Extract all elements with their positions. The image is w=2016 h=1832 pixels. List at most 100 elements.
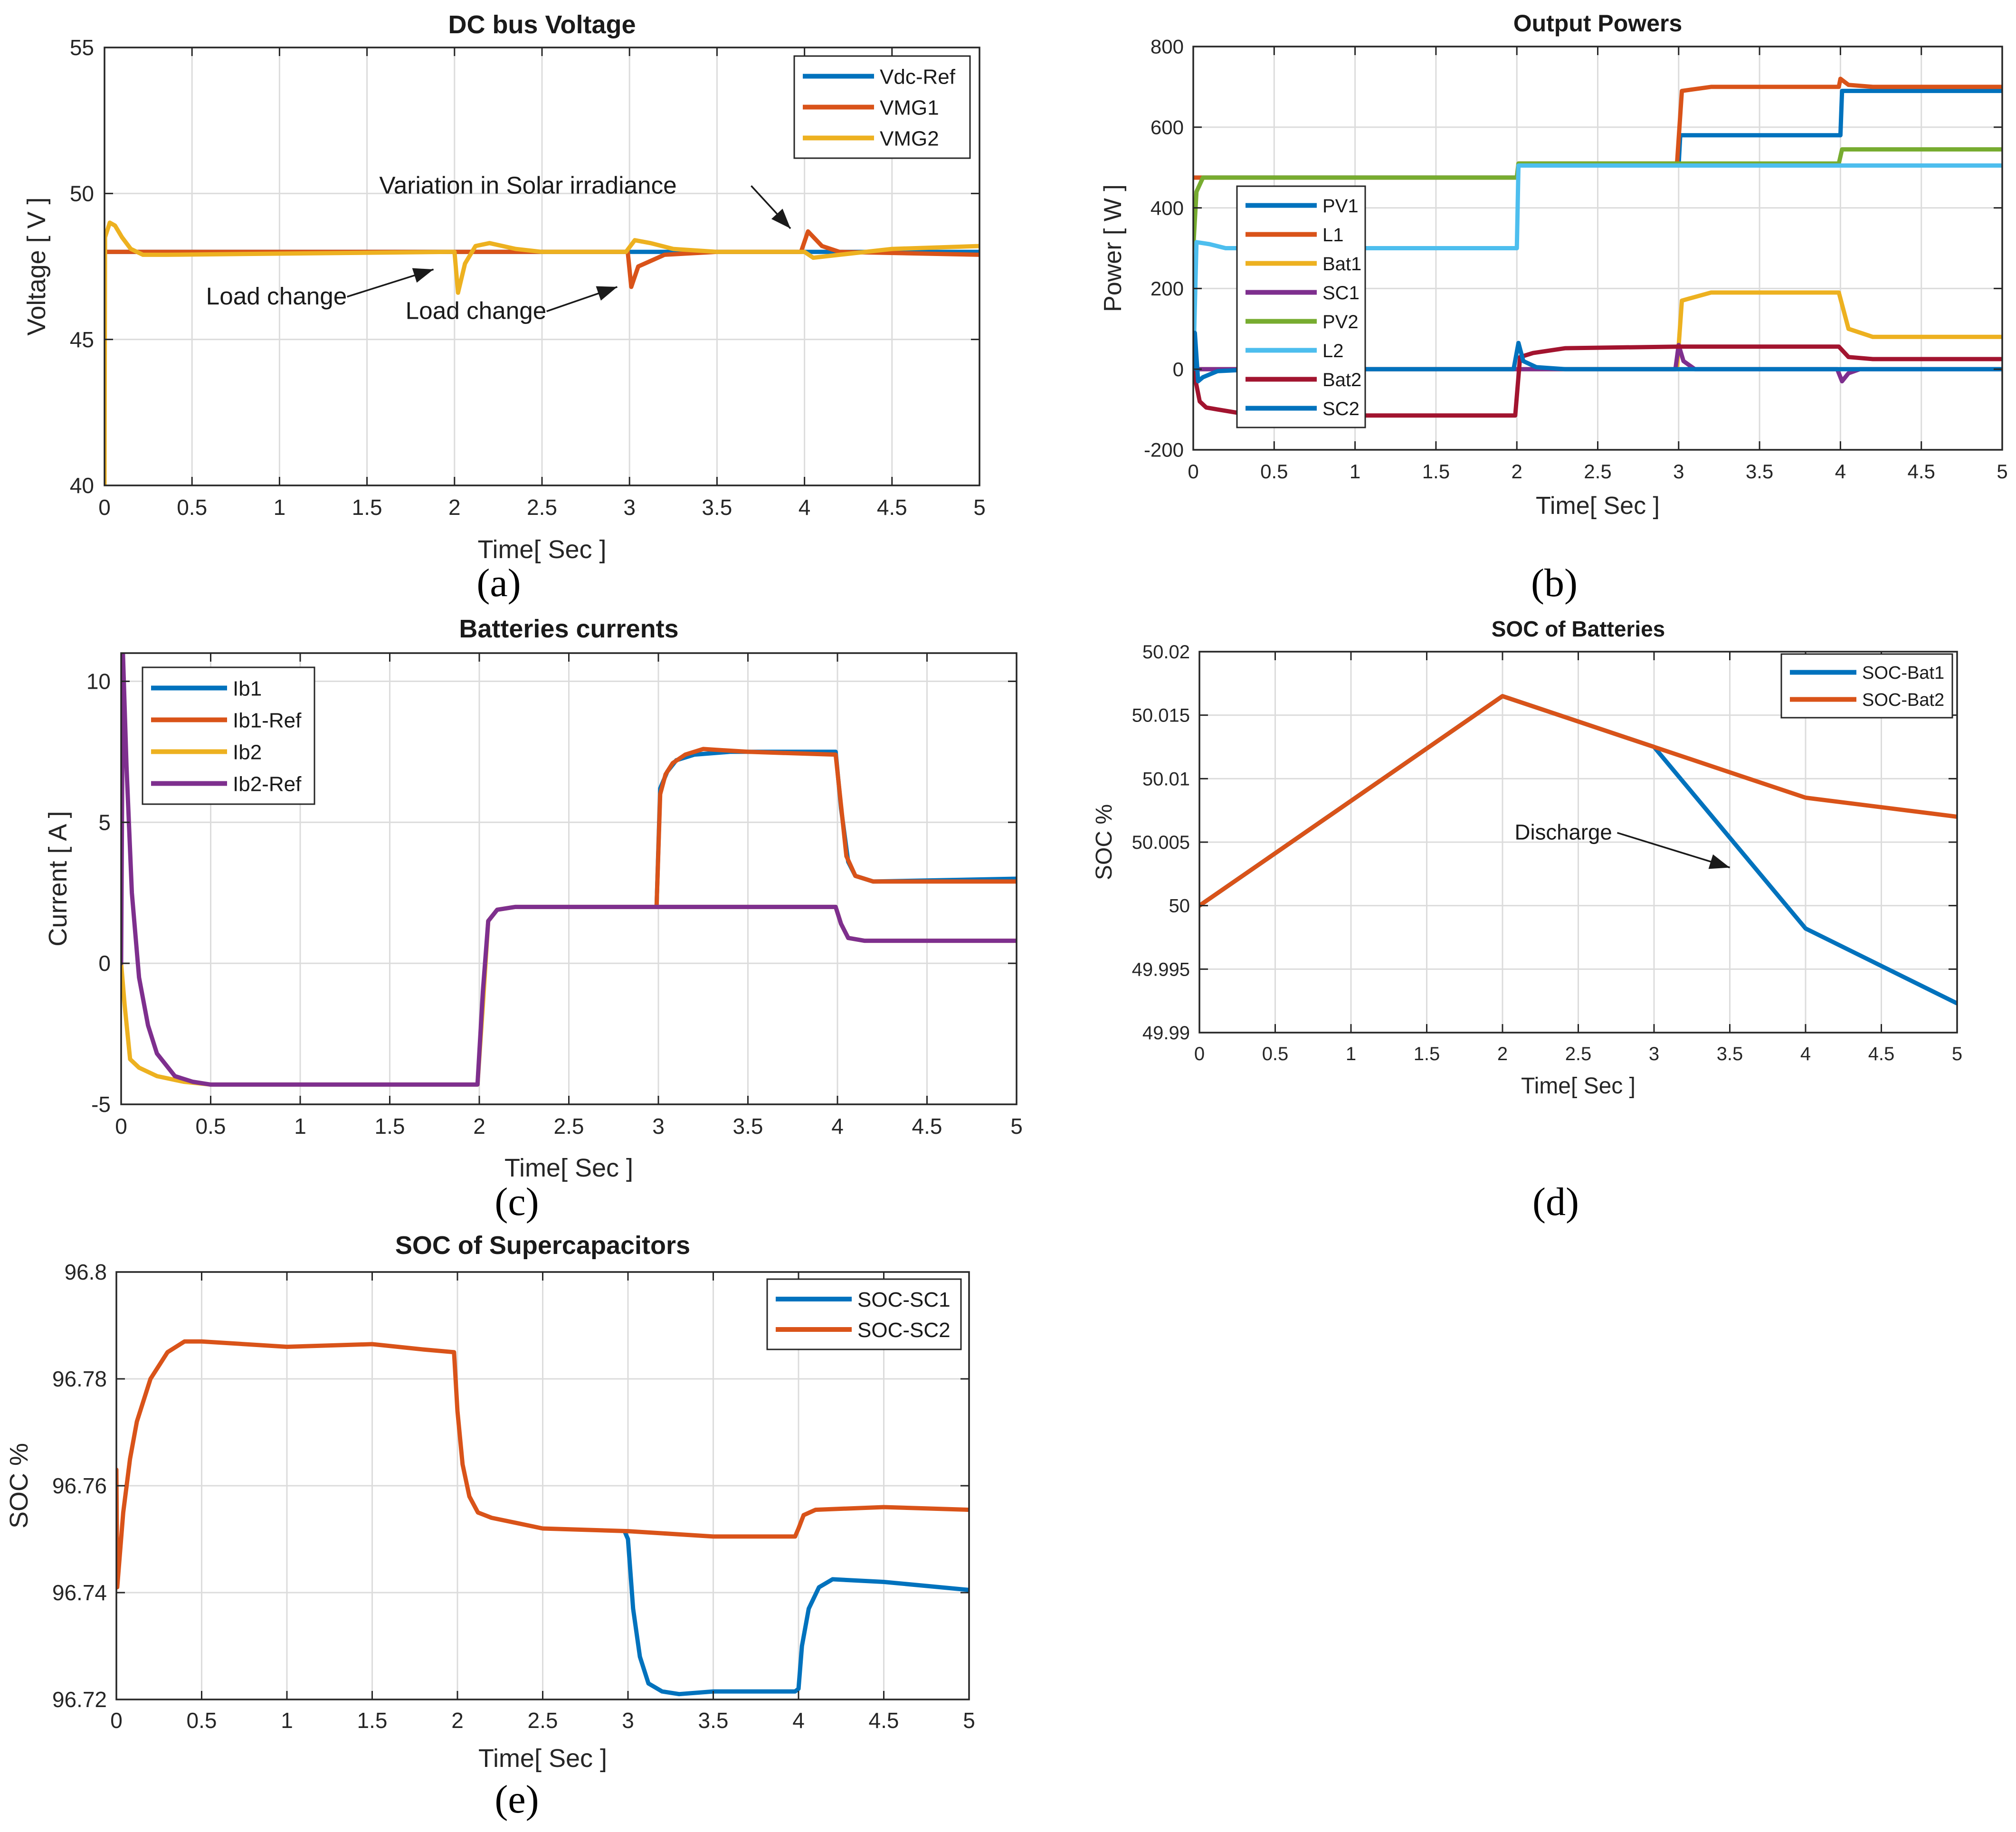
x-tick-label: 3 <box>623 495 636 520</box>
series-line-vmg1 <box>105 229 979 289</box>
x-axis-label: Time[ Sec ] <box>477 535 606 564</box>
legend-label: Vdc-Ref <box>880 65 956 88</box>
chart-title: DC bus Voltage <box>448 10 636 39</box>
legend-label: L2 <box>1322 341 1344 361</box>
legend-label: SC2 <box>1322 399 1360 419</box>
y-tick-label: 50.01 <box>1142 769 1190 789</box>
x-tick-label: 4.5 <box>1908 460 1935 483</box>
y-axis-label: Power [ W ] <box>1099 184 1127 312</box>
x-tick-label: 2 <box>473 1114 485 1139</box>
x-tick-label: 0 <box>98 495 111 520</box>
legend-label: SOC-Bat2 <box>1862 690 1944 710</box>
y-tick-label: 50.02 <box>1142 642 1190 663</box>
x-tick-label: 0 <box>110 1708 123 1733</box>
x-tick-label: 0 <box>1188 460 1198 483</box>
panel-caption: (a) <box>476 561 521 605</box>
legend: Ib1 Ib1-Ref Ib2 Ib2-Ref <box>142 666 315 805</box>
grid <box>1199 652 1957 1033</box>
annotation-arrow-head <box>412 268 434 283</box>
grid <box>105 47 979 485</box>
y-tick-label: 96.78 <box>52 1367 107 1391</box>
annotation-text: Discharge <box>1515 820 1612 845</box>
legend-label: SOC-SC1 <box>857 1288 951 1311</box>
legend-box <box>1780 653 1953 719</box>
y-axis-label: Current [ A ] <box>44 811 72 946</box>
panel-caption: (e) <box>494 1777 539 1822</box>
legend-label: Ib2-Ref <box>233 772 302 796</box>
series-line-soc-sc2 <box>116 1339 969 1590</box>
y-tick-label: 50.015 <box>1132 705 1190 726</box>
y-tick-label: 10 <box>86 669 111 693</box>
x-tick-label: 5 <box>1952 1044 1962 1064</box>
x-tick-label: 3 <box>622 1708 634 1733</box>
legend-label: SOC-SC2 <box>857 1319 951 1342</box>
x-tick-label: 4 <box>831 1114 844 1139</box>
x-tick-label: 2.5 <box>1565 1044 1592 1064</box>
panel-caption: (c) <box>494 1180 539 1224</box>
y-tick-label: 50 <box>1169 896 1190 917</box>
y-axis-label: SOC % <box>5 1443 33 1528</box>
x-tick-label: 2 <box>448 495 461 520</box>
legend-label: Bat2 <box>1322 370 1361 390</box>
y-tick-label: 49.99 <box>1142 1023 1190 1044</box>
y-tick-label: 0 <box>1173 358 1184 380</box>
y-tick-label: 96.8 <box>64 1260 107 1284</box>
y-tick-label: 600 <box>1151 116 1184 139</box>
x-axis-label: Time[ Sec ] <box>504 1154 633 1182</box>
y-tick-label: 5 <box>98 810 111 835</box>
legend-label: PV2 <box>1322 312 1359 332</box>
x-tick-label: 2.5 <box>554 1114 584 1139</box>
chart-title: SOC of Supercapacitors <box>395 1231 690 1260</box>
x-axis-label: Time[ Sec ] <box>1521 1073 1636 1099</box>
x-tick-label: 3.5 <box>1717 1044 1743 1064</box>
y-tick-label: 50.005 <box>1132 832 1190 853</box>
x-tick-label: 0.5 <box>1262 1044 1289 1064</box>
legend: SOC-SC1 SOC-SC2 <box>766 1278 962 1350</box>
x-axis-label: Time[ Sec ] <box>478 1744 607 1773</box>
series-line-soc-sc1 <box>622 1529 969 1697</box>
chart-panel-b: 0 0.5 1 1.5 2 2.5 3 3.5 4 4.5 5-2000200400600800Ou… <box>1099 10 2008 605</box>
x-tick-label: 5 <box>963 1708 975 1733</box>
x-tick-label: 4 <box>792 1708 805 1733</box>
x-tick-label: 1.5 <box>375 1114 405 1139</box>
x-tick-label: 1.5 <box>1422 460 1450 483</box>
y-tick-label: 55 <box>70 35 94 60</box>
legend: Vdc-Ref VMG1 VMG2 <box>793 55 971 159</box>
series-group <box>105 220 979 485</box>
grid <box>116 1272 969 1699</box>
legend-label: L1 <box>1322 225 1344 246</box>
panel-caption: (d) <box>1532 1180 1579 1224</box>
x-tick-label: 1.5 <box>1414 1044 1440 1064</box>
legend-label: Ib2 <box>233 740 262 764</box>
x-tick-label: 1 <box>281 1708 293 1733</box>
y-tick-label: 400 <box>1151 197 1184 219</box>
x-tick-label: 1.5 <box>357 1708 388 1733</box>
x-tick-label: 1 <box>1350 460 1360 483</box>
x-tick-label: 4.5 <box>877 495 907 520</box>
legend-label: Bat1 <box>1322 254 1361 275</box>
x-tick-label: 0.5 <box>1260 460 1288 483</box>
x-tick-label: 2 <box>1512 460 1522 483</box>
series-line-vmg2 <box>105 220 979 485</box>
annotation-text: Load change <box>406 297 547 324</box>
y-tick-label: 200 <box>1151 277 1184 300</box>
x-tick-label: 5 <box>973 495 986 520</box>
series-line-ib1-ref <box>654 747 1017 909</box>
x-tick-label: 3.5 <box>698 1708 729 1733</box>
series-group <box>1199 694 1957 1006</box>
chart-panel-a: 0 0.5 1 1.5 2 2.5 3 3.5 4 4.5 5 40 45 50 55 DC bus Volt… <box>22 10 986 605</box>
y-axis-label: SOC % <box>1092 804 1117 880</box>
x-tick-label: 2.5 <box>1584 460 1611 483</box>
x-tick-label: 1 <box>1346 1044 1356 1064</box>
chart-title: Batteries currents <box>459 615 678 643</box>
series-line-sc2 <box>1193 331 2002 384</box>
y-tick-label: 0 <box>98 951 111 976</box>
x-tick-label: 0.5 <box>196 1114 226 1139</box>
x-tick-label: 0.5 <box>177 495 207 520</box>
chart-title: SOC of Batteries <box>1492 617 1665 641</box>
legend-label: SOC-Bat1 <box>1862 663 1944 683</box>
panel-caption: (b) <box>1531 561 1578 605</box>
x-tick-label: 2.5 <box>527 495 557 520</box>
